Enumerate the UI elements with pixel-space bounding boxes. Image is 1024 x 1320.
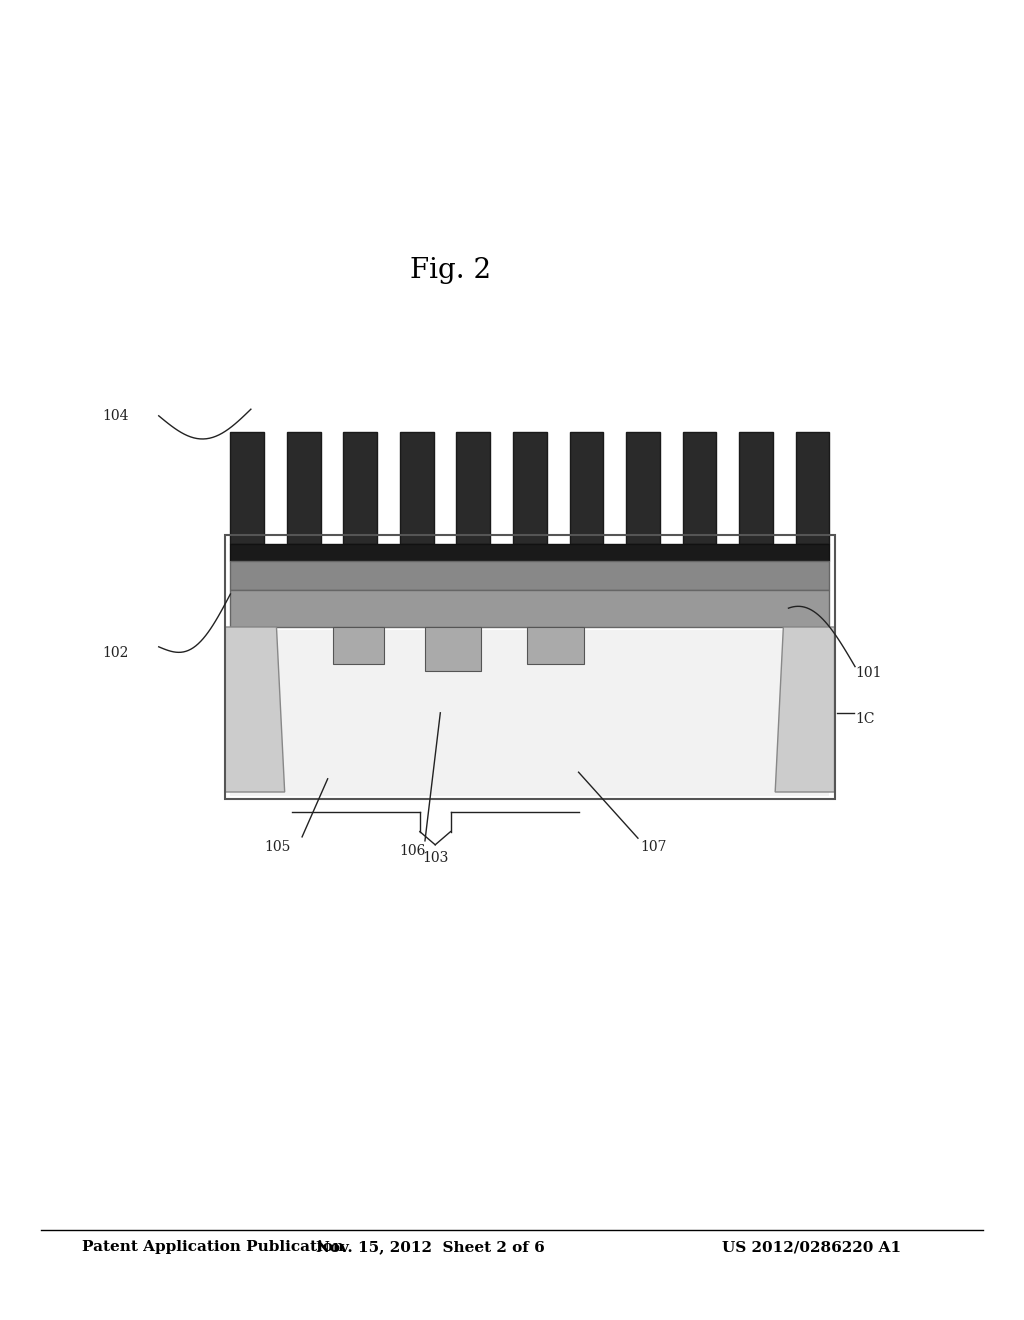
Text: 105: 105 bbox=[264, 841, 291, 854]
Bar bbox=[230, 432, 264, 544]
Text: 102: 102 bbox=[102, 647, 129, 660]
Bar bbox=[225, 535, 835, 799]
Text: Nov. 15, 2012  Sheet 2 of 6: Nov. 15, 2012 Sheet 2 of 6 bbox=[315, 1241, 545, 1254]
Bar bbox=[230, 544, 829, 561]
Bar bbox=[796, 432, 829, 544]
Bar bbox=[457, 432, 490, 544]
Bar bbox=[513, 432, 547, 544]
Text: 104: 104 bbox=[102, 409, 129, 422]
Polygon shape bbox=[775, 627, 835, 792]
Text: 1C: 1C bbox=[855, 713, 874, 726]
Text: Fig. 2: Fig. 2 bbox=[410, 257, 492, 284]
Bar bbox=[425, 627, 481, 671]
Bar bbox=[569, 432, 603, 544]
Bar bbox=[333, 627, 384, 664]
Text: 101: 101 bbox=[855, 667, 882, 680]
Text: US 2012/0286220 A1: US 2012/0286220 A1 bbox=[722, 1241, 901, 1254]
Text: 106: 106 bbox=[399, 845, 426, 858]
Bar bbox=[626, 432, 659, 544]
Bar bbox=[400, 432, 434, 544]
Bar bbox=[287, 432, 321, 544]
Bar bbox=[230, 561, 829, 590]
Bar bbox=[230, 590, 829, 627]
Text: Patent Application Publication: Patent Application Publication bbox=[82, 1241, 344, 1254]
Bar bbox=[683, 432, 717, 544]
Bar bbox=[343, 432, 377, 544]
Text: 103: 103 bbox=[422, 850, 449, 865]
Bar bbox=[739, 432, 773, 544]
Text: 107: 107 bbox=[640, 841, 667, 854]
Polygon shape bbox=[225, 627, 285, 792]
Bar bbox=[230, 630, 829, 796]
Bar bbox=[527, 627, 584, 664]
